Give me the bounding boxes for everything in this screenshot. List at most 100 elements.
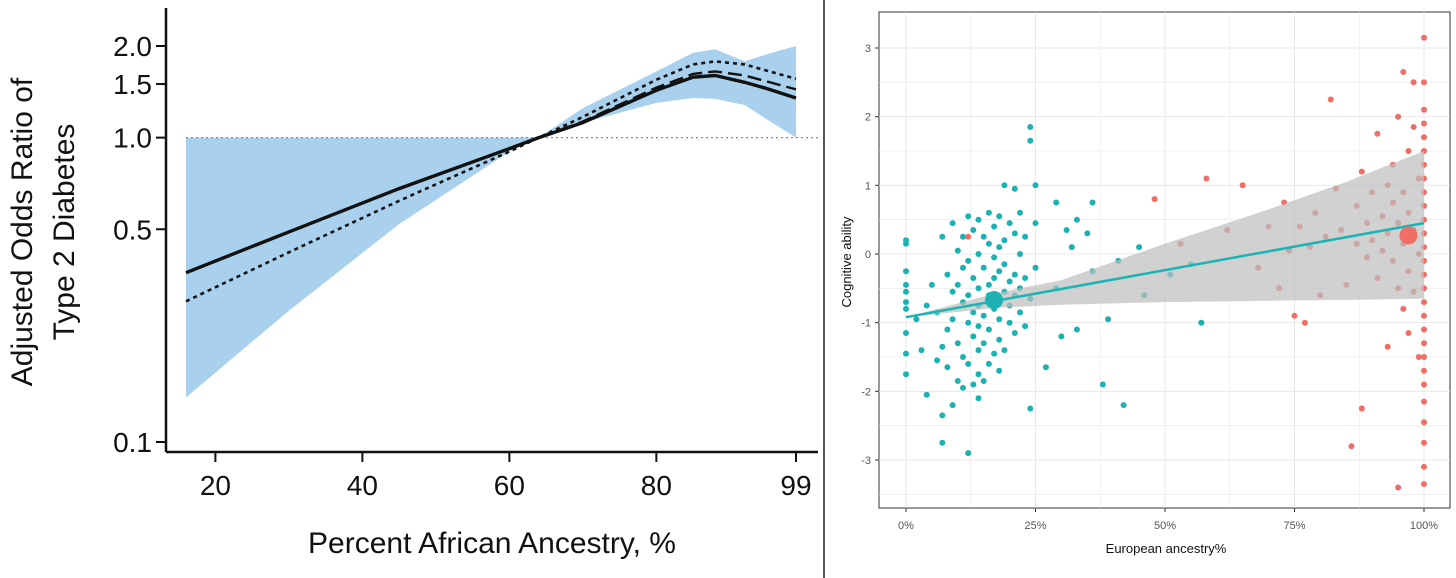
- scatter-point-teal: [939, 233, 946, 240]
- scatter-point-teal: [1001, 261, 1008, 268]
- scatter-point-salmon: [1421, 439, 1427, 446]
- scatter-point-teal: [1120, 402, 1127, 409]
- scatter-point-teal: [996, 367, 1003, 374]
- y-tick-label: 0: [865, 249, 871, 261]
- y-tick-label: -3: [861, 455, 871, 467]
- scatter-point-teal: [1027, 137, 1034, 144]
- scatter-point-teal: [975, 251, 982, 257]
- scatter-point-teal: [928, 281, 935, 288]
- scatter-point-teal: [903, 299, 909, 306]
- scatter-point-teal: [965, 450, 972, 457]
- scatter-point-salmon: [1421, 381, 1427, 388]
- scatter-point-salmon: [1384, 343, 1391, 350]
- scatter-point-salmon: [1348, 443, 1355, 450]
- scatter-point-salmon: [1421, 34, 1427, 41]
- group-mean-point-teal: [985, 291, 1004, 310]
- scatter-point-teal: [1068, 244, 1075, 251]
- scatter-point-teal: [991, 350, 998, 357]
- scatter-point-teal: [949, 220, 956, 227]
- scatter-point-teal: [980, 233, 987, 240]
- x-tick-label: 99: [780, 470, 811, 501]
- scatter-point-salmon: [1203, 175, 1210, 182]
- y-tick-label: 1.5: [113, 69, 152, 100]
- scatter-point-teal: [903, 288, 909, 295]
- scatter-point-teal: [939, 439, 946, 446]
- scatter-point-teal: [970, 227, 977, 233]
- scatter-point-teal: [1136, 244, 1143, 251]
- scatter-point-teal: [1011, 271, 1018, 278]
- scatter-point-salmon: [1421, 398, 1427, 405]
- scatter-point-teal: [903, 350, 909, 357]
- scatter-point-teal: [1032, 182, 1039, 189]
- scatter-point-teal: [1017, 251, 1023, 257]
- scatter-point-salmon: [1151, 196, 1158, 203]
- scatter-point-teal: [965, 319, 972, 326]
- panel-divider: [823, 0, 825, 578]
- scatter-point-salmon: [1239, 182, 1246, 189]
- x-tick-label: 20: [200, 470, 231, 501]
- scatter-point-teal: [1022, 323, 1029, 330]
- confidence-ribbon: [906, 151, 1424, 318]
- scatter-point-teal: [980, 378, 987, 384]
- x-tick-label: 100%: [1410, 520, 1438, 532]
- scatter-point-teal: [965, 292, 972, 299]
- scatter-point-teal: [985, 360, 992, 367]
- scatter-point-teal: [980, 264, 987, 271]
- scatter-point-teal: [903, 268, 909, 275]
- scatter-point-teal: [970, 333, 977, 340]
- scatter-point-teal: [1017, 209, 1023, 216]
- scatter-point-teal: [1011, 230, 1018, 237]
- scatter-point-salmon: [1301, 319, 1308, 326]
- scatter-point-teal: [903, 305, 909, 312]
- scatter-point-teal: [996, 213, 1003, 220]
- scatter-point-salmon: [1405, 330, 1412, 336]
- scatter-point-teal: [1001, 182, 1008, 189]
- scatter-point-teal: [1073, 326, 1080, 333]
- scatter-point-teal: [1105, 316, 1111, 323]
- scatter-point-teal: [975, 285, 982, 292]
- scatter-point-teal: [954, 378, 961, 384]
- x-tick-label: 50%: [1154, 520, 1176, 532]
- scatter-point-teal: [1063, 227, 1070, 233]
- scatter-point-teal: [991, 275, 998, 281]
- scatter-point-teal: [903, 240, 909, 247]
- scatter-point-teal: [903, 371, 909, 378]
- scatter-point-teal: [949, 402, 956, 409]
- scatter-point-teal: [903, 330, 909, 336]
- scatter-point-salmon: [1421, 134, 1427, 141]
- scatter-point-teal: [1042, 364, 1049, 371]
- scatter-point-teal: [975, 347, 982, 354]
- x-tick-label: 0%: [898, 520, 914, 532]
- y-axis-label-line-1: Adjusted Odds Ratio of: [6, 77, 39, 386]
- scatter-point-teal: [1032, 220, 1039, 227]
- y-tick-label: -2: [861, 386, 871, 398]
- scatter-point-teal: [1001, 237, 1008, 244]
- scatter-point-teal: [991, 223, 998, 230]
- scatter-point-teal: [985, 326, 992, 333]
- scatter-point-salmon: [1291, 312, 1298, 319]
- scatter-point-teal: [975, 395, 982, 402]
- scatter-point-teal: [996, 336, 1003, 343]
- x-tick-label: 60: [494, 470, 525, 501]
- scatter-point-salmon: [1410, 79, 1417, 86]
- scatter-point-teal: [944, 326, 951, 333]
- x-tick-label: 25%: [1024, 520, 1046, 532]
- scatter-point-teal: [991, 254, 998, 261]
- scatter-point-teal: [1032, 264, 1039, 271]
- scatter-point-salmon: [1421, 299, 1427, 306]
- scatter-point-salmon: [1421, 106, 1427, 113]
- scatter-point-teal: [1001, 347, 1008, 354]
- y-axis-label-line-2: Type 2 Diabetes: [48, 124, 81, 341]
- x-tick-label: 80: [641, 470, 672, 501]
- scatter-point-salmon: [1421, 120, 1427, 127]
- scatter-point-salmon: [1374, 130, 1381, 137]
- scatter-point-teal: [996, 316, 1003, 323]
- scatter-point-teal: [939, 343, 946, 350]
- scatter-point-teal: [903, 281, 909, 288]
- scatter-point-teal: [1011, 330, 1018, 336]
- scatter-point-teal: [913, 316, 920, 323]
- scatter-point-teal: [944, 271, 951, 278]
- scatter-point-teal: [1027, 405, 1034, 412]
